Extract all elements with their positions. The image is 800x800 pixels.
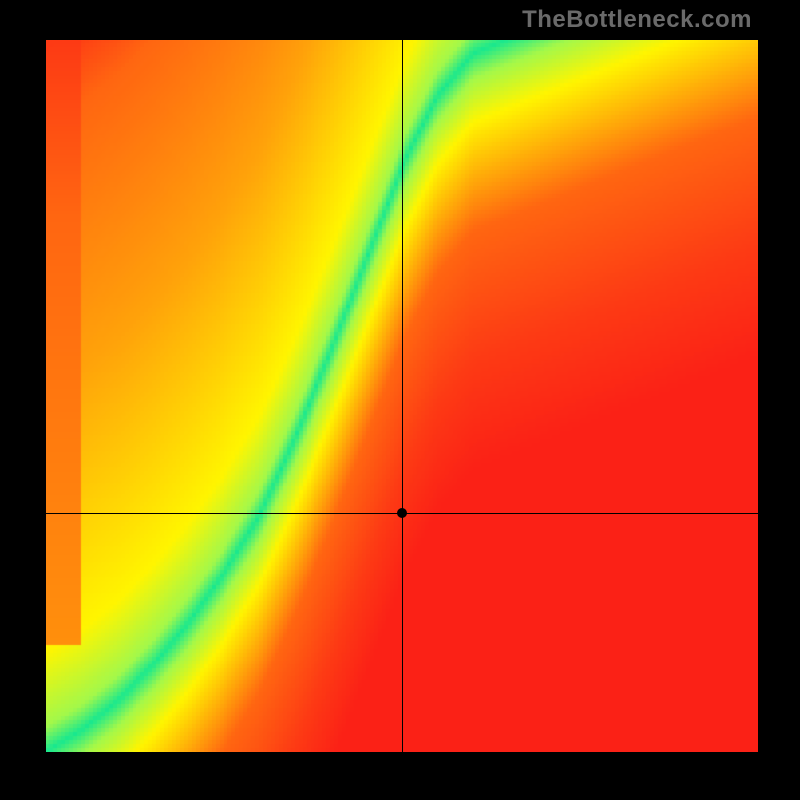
- plot-area: [46, 40, 758, 752]
- watermark-text: TheBottleneck.com: [522, 6, 752, 34]
- crosshair-marker: [397, 508, 407, 518]
- chart-container: TheBottleneck.com: [0, 0, 800, 800]
- crosshair-vertical: [402, 40, 403, 752]
